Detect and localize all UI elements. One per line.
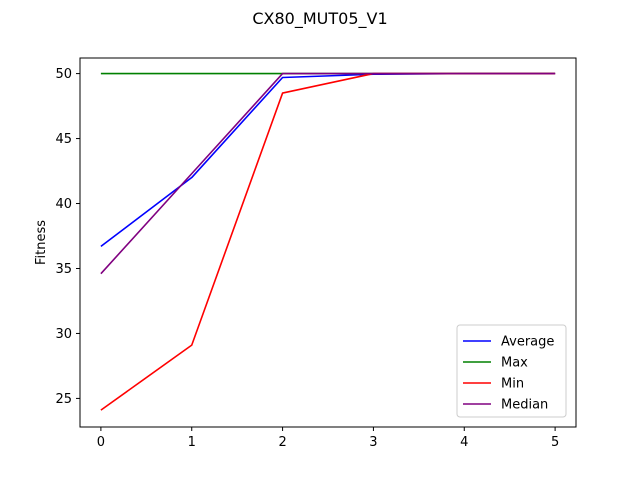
x-tick-label: 1 [188, 435, 196, 450]
y-tick-label: 30 [55, 327, 72, 342]
y-axis-label: Fitness [34, 220, 49, 265]
series-line-average [100, 72, 556, 248]
legend-entry: Average [501, 335, 554, 350]
legend-entry: Max [501, 356, 528, 371]
x-axis: 0 1 2 3 4 5 [97, 427, 559, 450]
chart-title: CX80_MUT05_V1 [252, 9, 387, 29]
y-axis: 25 30 35 40 45 50 [55, 67, 80, 407]
legend-entry: Min [501, 377, 524, 392]
axes-frame [79, 57, 577, 428]
x-tick-label: 3 [369, 435, 377, 450]
x-tick-label: 2 [278, 435, 286, 450]
y-tick-label: 25 [55, 392, 72, 407]
plot-lines [100, 72, 556, 411]
x-tick-label: 5 [551, 435, 559, 450]
y-tick-label: 35 [55, 262, 72, 277]
legend: Average Max Min Median [456, 324, 567, 418]
y-tick-label: 40 [55, 197, 72, 212]
legend-box [456, 324, 567, 418]
y-tick-label: 50 [55, 67, 72, 82]
legend-entry: Median [501, 398, 548, 413]
x-tick-label: 4 [460, 435, 468, 450]
y-tick-label: 45 [55, 132, 72, 147]
series-line-median [100, 72, 556, 275]
x-tick-label: 0 [97, 435, 105, 450]
